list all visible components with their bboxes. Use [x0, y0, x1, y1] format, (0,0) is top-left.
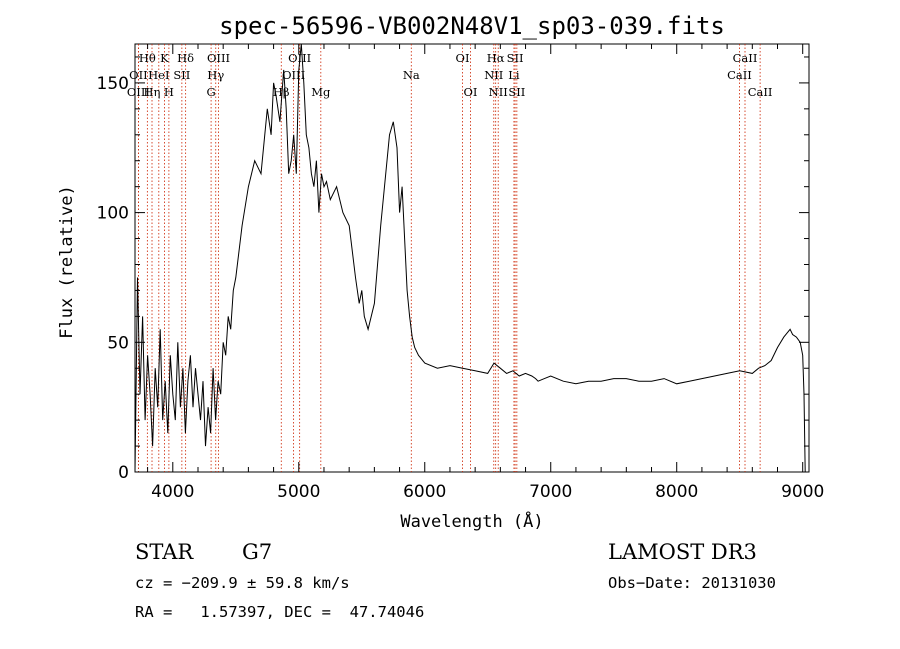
spectral-line-label: CaII — [733, 51, 758, 65]
spectral-line-label: Li — [508, 68, 520, 82]
x-tick-label: 4000 — [151, 482, 194, 502]
spectral-line-label: NII — [484, 68, 503, 82]
spectral-line-label: Hδ — [177, 51, 194, 65]
spectral-line-label: Hγ — [207, 68, 224, 82]
object-subclass: G7 — [242, 540, 273, 564]
spectral-line-label: OI — [456, 51, 470, 65]
y-tick-label: 50 — [107, 333, 129, 353]
x-tick-label: 7000 — [529, 482, 572, 502]
spectral-line-label: SII — [507, 51, 524, 65]
x-tick-label: 5000 — [277, 482, 320, 502]
redshift-info: cz = −209.9 ± 59.8 km/s — [135, 574, 350, 592]
spectrum-line — [134, 43, 806, 473]
spectral-line-label: CaII — [727, 68, 752, 82]
spectral-line-label: Mg — [311, 85, 331, 99]
spectral-line-label: HeI — [148, 68, 169, 82]
spectral-line-label: OIII — [207, 51, 230, 65]
plot-frame — [134, 43, 810, 473]
survey-name: LAMOST DR3 — [608, 540, 757, 564]
spectral-line-label: Hη — [144, 85, 161, 99]
spectral-line-label: Hθ — [139, 51, 156, 65]
x-axis-label: Wavelength (Å) — [400, 510, 543, 532]
y-axis-label: Flux (relative) — [57, 185, 77, 339]
y-tick-label: 100 — [97, 204, 129, 224]
x-tick-label: 9000 — [781, 482, 824, 502]
spectral-line-label: SII — [508, 85, 525, 99]
spectral-line-label: OII — [129, 68, 148, 82]
spectral-line-label: OIII — [127, 85, 150, 99]
spectral-line-label: OI — [463, 85, 477, 99]
spectral-line-label: Na — [403, 68, 420, 82]
spectral-line-label: CaII — [748, 85, 773, 99]
spectral-line-label: H — [164, 85, 174, 99]
coordinates: RA = 1.57397, DEC = 47.74046 — [135, 603, 425, 621]
spectral-line-markers — [138, 44, 761, 472]
spectral-line-label: K — [160, 51, 169, 65]
y-tick-label: 0 — [118, 463, 129, 483]
chart-title: spec-56596-VB002N48V1_sp03-039.fits — [219, 12, 725, 40]
spectral-line-label: OIII — [282, 68, 305, 82]
object-class: STAR — [135, 540, 194, 564]
y-axis-ticks: 0 50 100 150 — [97, 56, 809, 483]
spectral-line-label: NII — [489, 85, 508, 99]
spectral-line-label: SII — [173, 68, 190, 82]
x-tick-label: 6000 — [403, 482, 446, 502]
spectral-line-label: Hα — [487, 51, 505, 65]
y-tick-label: 150 — [97, 74, 129, 94]
x-tick-label: 8000 — [655, 482, 698, 502]
spectral-line-label: G — [206, 85, 215, 99]
x-axis-ticks: 4000 5000 6000 7000 8000 9000 — [147, 44, 824, 502]
observation-date: Obs−Date: 20131030 — [608, 574, 776, 592]
